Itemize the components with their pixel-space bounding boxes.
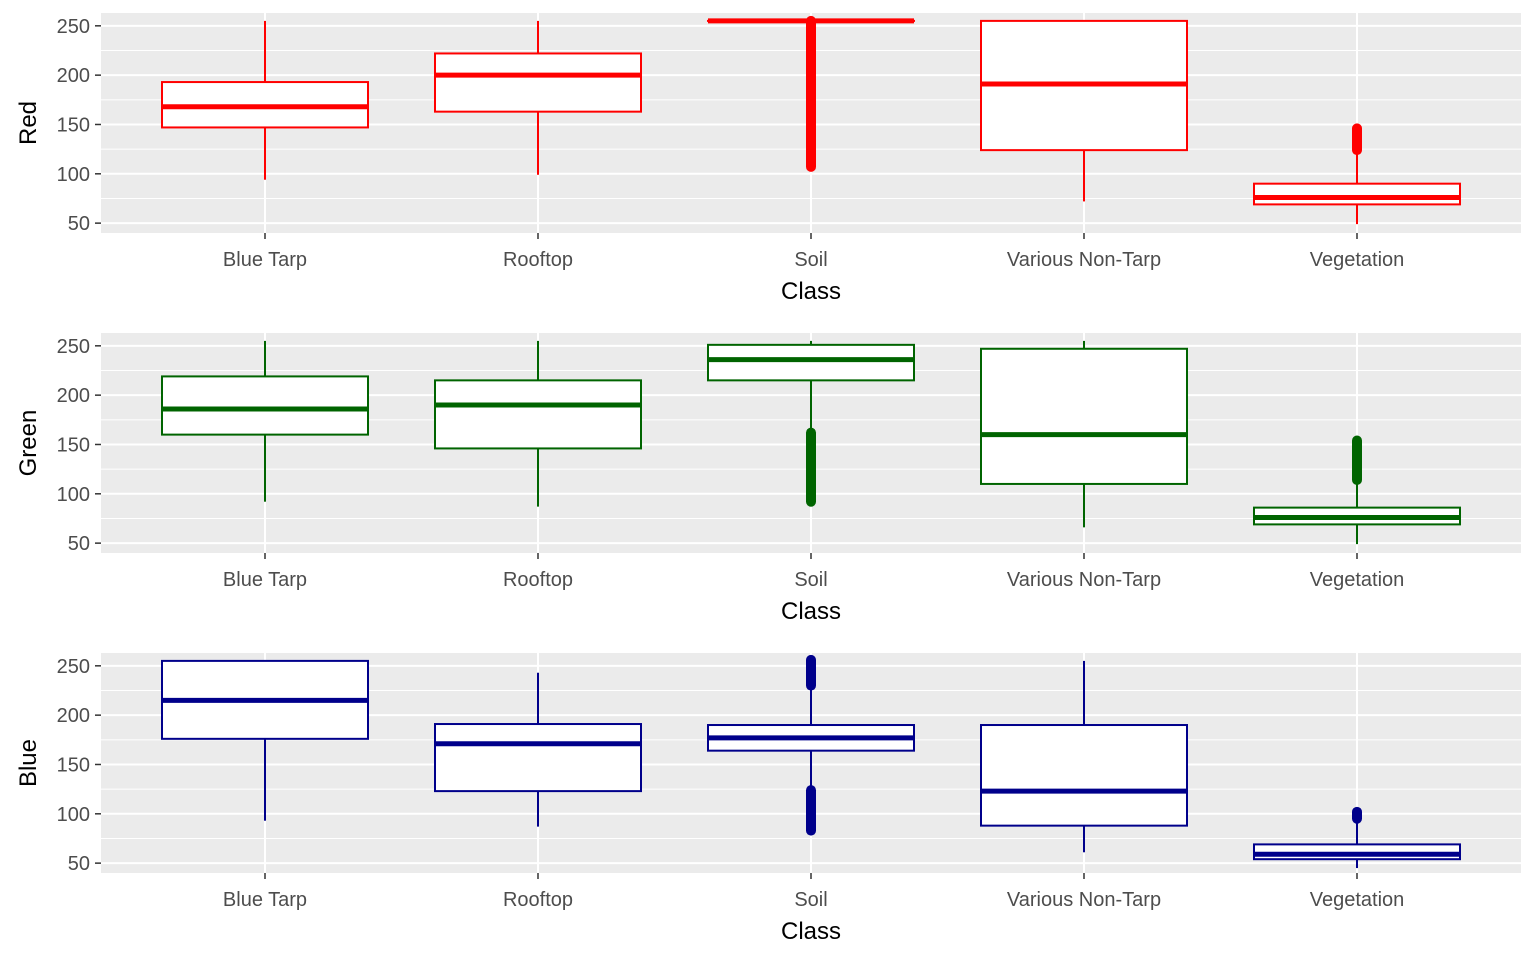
box-body <box>707 343 915 382</box>
box-blue-tarp <box>161 20 369 180</box>
x-tick-label: Vegetation <box>1310 889 1405 911</box>
y-tick-label: 50 <box>68 533 90 555</box>
box-rooftop <box>434 672 642 827</box>
box-various-non-tarp <box>980 340 1188 528</box>
y-axis-title: Green <box>15 410 42 477</box>
x-tick-label: Vegetation <box>1310 569 1405 591</box>
y-tick-label: 100 <box>57 164 90 186</box>
y-tick-label: 250 <box>57 336 90 358</box>
x-tick-label: Rooftop <box>503 889 573 911</box>
panel-red: 50 100 150 200 250 Blue Tarp Rooftop Soil Variou… <box>15 13 1521 305</box>
panel-blue: 50 100 150 200 250 Blue Tarp Rooftop Soil Variou… <box>15 653 1521 945</box>
box-blue-tarp <box>161 340 369 502</box>
box-vegetation <box>1253 123 1461 225</box>
x-tick-label: Soil <box>794 569 827 591</box>
box-body <box>980 724 1188 827</box>
box-various-non-tarp <box>980 660 1188 853</box>
y-axis-title: Red <box>15 101 42 145</box>
box-body <box>980 347 1188 485</box>
y-tick-label: 150 <box>57 754 90 776</box>
box-body <box>434 52 642 113</box>
y-tick-label: 150 <box>57 114 90 136</box>
x-tick-label: Various Non-Tarp <box>1007 249 1161 271</box>
box-rooftop <box>434 20 642 175</box>
box-body <box>161 375 369 436</box>
x-tick-label: Various Non-Tarp <box>1007 889 1161 911</box>
box-various-non-tarp <box>980 19 1188 202</box>
x-tick-label: Soil <box>794 249 827 271</box>
box-blue-tarp <box>161 659 369 821</box>
y-tick-label: 250 <box>57 656 90 678</box>
y-axis-title: Blue <box>15 739 42 787</box>
x-axis-title: Class <box>781 598 841 625</box>
box-body <box>434 723 642 793</box>
y-tick-label: 50 <box>68 853 90 875</box>
x-tick-label: Blue Tarp <box>223 249 307 271</box>
y-tick-label: 200 <box>57 385 90 407</box>
panel-green: 50 100 150 200 250 Blue Tarp Rooftop Soil Variou… <box>15 333 1521 625</box>
x-tick-label: Soil <box>794 889 827 911</box>
box-body <box>434 379 642 450</box>
box-body <box>1253 182 1461 206</box>
x-tick-label: Blue Tarp <box>223 569 307 591</box>
y-tick-label: 50 <box>68 213 90 235</box>
box-soil <box>707 15 915 172</box>
y-tick-label: 200 <box>57 65 90 87</box>
box-soil <box>707 654 915 836</box>
y-tick-label: 250 <box>57 16 90 38</box>
x-tick-label: Rooftop <box>503 249 573 271</box>
y-tick-label: 150 <box>57 434 90 456</box>
box-soil <box>707 340 915 507</box>
y-tick-label: 100 <box>57 804 90 826</box>
x-tick-label: Vegetation <box>1310 249 1405 271</box>
x-axis-title: Class <box>781 278 841 305</box>
box-vegetation <box>1253 435 1461 545</box>
box-rooftop <box>434 340 642 507</box>
box-vegetation <box>1253 806 1461 869</box>
x-axis-title: Class <box>781 918 841 945</box>
x-tick-label: Various Non-Tarp <box>1007 569 1161 591</box>
y-tick-label: 100 <box>57 484 90 506</box>
x-tick-label: Rooftop <box>503 569 573 591</box>
x-tick-label: Blue Tarp <box>223 889 307 911</box>
y-tick-label: 200 <box>57 705 90 727</box>
